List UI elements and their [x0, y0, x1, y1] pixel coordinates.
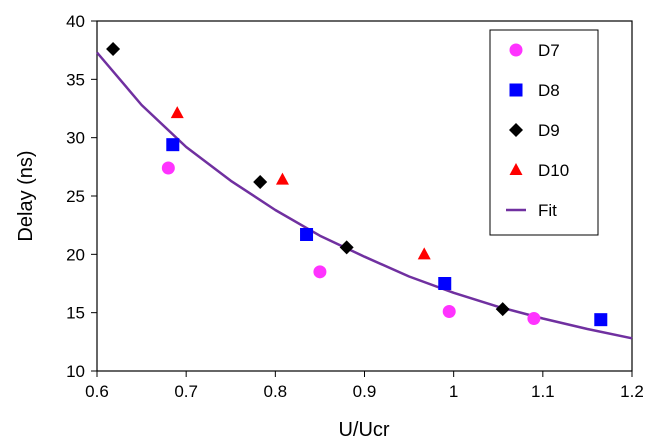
- y-tick-label: 20: [66, 245, 85, 264]
- legend-swatch-d10: [509, 163, 523, 175]
- data-point-d10: [275, 172, 289, 185]
- legend-label-d7: D7: [538, 41, 560, 60]
- data-point-d10: [417, 247, 431, 260]
- y-tick-label: 15: [66, 304, 85, 323]
- data-point-d9: [106, 42, 121, 56]
- x-tick-label: 1.2: [620, 382, 644, 401]
- y-tick-label: 30: [66, 129, 85, 148]
- fit-layer: [96, 51, 633, 340]
- data-point-d8: [594, 313, 608, 327]
- legend-label-d9: D9: [538, 121, 560, 140]
- x-tick-label: 0.6: [85, 382, 109, 401]
- y-tick-label: 35: [66, 70, 85, 89]
- y-axis-ticks: 10 15 20 25 30 35 40: [66, 12, 97, 381]
- y-tick-label: 10: [66, 362, 85, 381]
- x-axis-title: U/Ucr: [338, 419, 389, 441]
- data-point-d7: [313, 265, 327, 279]
- points-layer: [106, 42, 608, 327]
- y-tick-label: 40: [66, 12, 85, 31]
- y-tick-label: 25: [66, 187, 85, 206]
- legend-swatch-d9: [509, 123, 523, 137]
- data-point-d7: [442, 305, 456, 318]
- data-point-d10: [170, 106, 184, 119]
- data-point-d8: [300, 228, 314, 241]
- data-point-d7: [161, 161, 175, 175]
- x-axis-ticks: 0.6 0.7 0.8 0.9 1 1.1 1.2: [85, 371, 644, 401]
- x-tick-label: 0.7: [174, 382, 198, 401]
- legend-swatch-d8: [509, 83, 523, 97]
- legend-items: D7 D8 D9 D10 Fit: [506, 41, 569, 220]
- legend-label-fit: Fit: [538, 201, 557, 220]
- data-point-d8: [438, 277, 452, 290]
- data-point-d8: [166, 138, 180, 152]
- legend-label-d10: D10: [538, 161, 569, 180]
- x-tick-label: 0.8: [264, 382, 288, 401]
- legend-box: [489, 29, 599, 236]
- legend-swatch-d7: [509, 43, 523, 57]
- x-tick-label: 1: [449, 382, 458, 401]
- data-point-d7: [527, 312, 541, 325]
- fit-line: [96, 51, 633, 340]
- x-tick-label: 1.1: [531, 382, 555, 401]
- x-tick-label: 0.9: [353, 382, 377, 401]
- legend: D7 D8 D9 D10 Fit: [489, 29, 599, 236]
- data-point-d9: [253, 175, 268, 189]
- data-point-d9: [495, 302, 510, 317]
- legend-label-d8: D8: [538, 81, 560, 100]
- y-axis-title: Delay (ns): [15, 150, 37, 241]
- data-point-d9: [339, 240, 354, 255]
